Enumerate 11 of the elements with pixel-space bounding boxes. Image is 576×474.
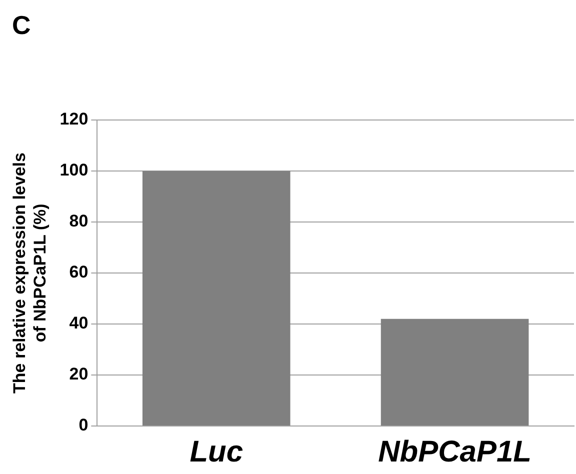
y-tick-label: 40 — [69, 314, 88, 333]
y-tick-label: 60 — [69, 262, 88, 282]
y-tick-label: 120 — [60, 110, 88, 129]
y-tick-label: 80 — [69, 212, 88, 231]
x-tick-label: NbPCaP1L — [378, 435, 532, 468]
y-axis-title: The relative expression levels of NbPCaP1L (%) — [10, 152, 50, 394]
y-tick-label: 20 — [69, 364, 88, 384]
y-tick-label: 0 — [78, 416, 88, 435]
x-tick-label: Luc — [190, 435, 244, 468]
y-tick-label: 100 — [60, 160, 88, 180]
text: C — [12, 10, 31, 40]
